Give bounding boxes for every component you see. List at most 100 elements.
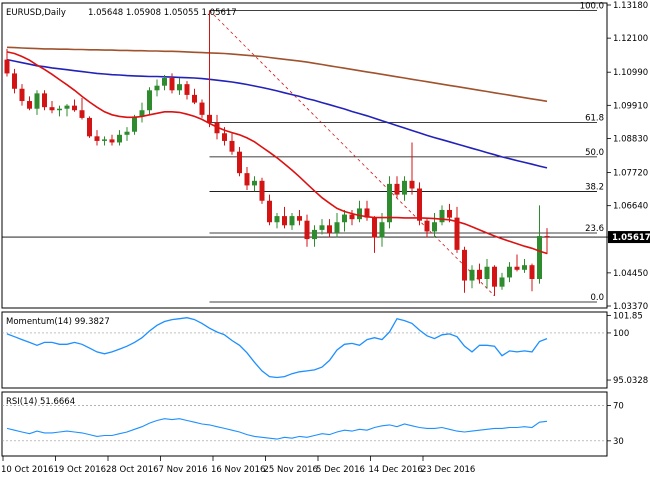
candle-body-50	[379, 222, 385, 238]
current-price-box	[608, 231, 650, 244]
candle-body-36	[274, 216, 280, 223]
rsi-plot	[2, 405, 607, 442]
candle-body-8	[64, 105, 70, 109]
candle-body-54	[409, 180, 415, 189]
momentum-axis-label-2: 95.0328	[613, 376, 648, 386]
sma-fast-line	[6, 51, 548, 255]
candle-body-46	[349, 214, 355, 220]
candle-body-11	[87, 117, 92, 137]
candle-body-45	[342, 214, 347, 223]
time-label-2: 28 Oct 2016	[106, 465, 159, 475]
fib-label-3: 38.2	[585, 183, 604, 193]
candle-body-34	[259, 180, 265, 201]
price-label-6: 1.06640	[613, 202, 648, 212]
time-label-6: 5 Dec 2016	[316, 465, 365, 475]
candle-body-48	[364, 208, 370, 218]
candle-body-16	[124, 131, 130, 135]
candle-body-1	[12, 73, 17, 89]
candle-body-19	[147, 90, 152, 111]
candle-body-70	[529, 265, 535, 279]
rsi-axis-label-1: 30	[613, 437, 624, 447]
candle-body-23	[177, 84, 182, 91]
time-label-3: 7 Nov 2016	[159, 465, 208, 475]
candle-body-30	[229, 140, 235, 152]
fib-label-2: 50.0	[585, 148, 604, 158]
chart-ohlc: 1.05648 1.05908 1.05055 1.05617	[88, 8, 237, 18]
momentum-plot	[2, 317, 607, 379]
rsi-line	[6, 418, 548, 440]
sma-slow-line	[6, 46, 548, 103]
fib-label-0: 100.0	[580, 2, 604, 12]
time-label-5: 25 Nov 2016	[264, 465, 318, 475]
main-plot: 100.0 61.8 50.0 38.2 23.6 0.0	[2, 2, 607, 303]
candle-body-9	[72, 105, 77, 111]
candle-body-42	[319, 225, 325, 230]
candle-body-43	[327, 225, 332, 233]
price-label-9: 1.03370	[613, 302, 648, 312]
candle-body-63	[477, 269, 482, 279]
time-label-7: 14 Dec 2016	[369, 465, 423, 475]
candle-body-67	[507, 266, 512, 278]
candle-body-64	[484, 266, 490, 279]
candle-body-38	[289, 216, 295, 226]
candle-body-3	[27, 101, 32, 109]
momentum-axis-label-0: 101.85	[613, 311, 643, 321]
candle-body-15	[117, 134, 122, 143]
candle-body-69	[522, 265, 527, 270]
candle-body-32	[244, 173, 250, 186]
candle-body-6	[49, 107, 55, 111]
candle-body-10	[79, 110, 85, 118]
candle-body-57	[432, 222, 437, 232]
candle-body-21	[162, 78, 167, 86]
price-label-3: 1.09910	[613, 101, 648, 111]
candle-body-68	[514, 266, 520, 270]
momentum-axis-label-1: 100	[613, 329, 629, 339]
candle-body-60	[454, 217, 460, 250]
candle-body-13	[102, 139, 107, 141]
candle-body-71	[537, 236, 542, 279]
candle-body-26	[199, 102, 205, 115]
price-label-0: 1.13180	[613, 1, 648, 11]
momentum-line	[6, 317, 548, 379]
current-price-label: 1.05617	[612, 233, 650, 243]
candle-body-27	[207, 114, 212, 123]
candle-body-51	[387, 183, 392, 223]
rsi-axis-label-0: 70	[613, 401, 624, 411]
candle-body-2	[19, 88, 25, 102]
chart-symbol: EURUSD,Daily	[6, 8, 66, 18]
axes: 1.13180 1.12100 1.10990 1.09910 1.08830 1.077…	[1, 1, 650, 475]
price-label-2: 1.10990	[613, 68, 648, 78]
momentum-panel-frame	[1, 311, 608, 389]
rsi-title: RSI(14) 51.6664	[6, 397, 75, 407]
candle-body-66	[499, 277, 505, 287]
candle-body-41	[312, 229, 317, 240]
candle-body-49	[372, 217, 377, 238]
candle-body-29	[222, 133, 227, 141]
candle-body-56	[424, 220, 430, 232]
candle-body-39	[297, 216, 302, 221]
candle-body-44	[334, 222, 340, 233]
time-label-8: 23 Dec 2016	[421, 465, 475, 475]
main-panel-frame	[1, 2, 608, 309]
candle-body-47	[357, 208, 362, 220]
time-label-1: 19 Oct 2016	[54, 465, 107, 475]
fib-label-1: 61.8	[585, 114, 604, 124]
candle-body-4	[34, 93, 40, 109]
momentum-title: Momentum(14) 99.3827	[6, 317, 110, 327]
time-label-4: 16 Nov 2016	[211, 465, 265, 475]
candle-body-40	[304, 220, 310, 240]
fib-anchor-line	[209, 10, 495, 297]
candle-body-18	[139, 110, 145, 117]
fib-label-5: 0.0	[590, 293, 604, 303]
candle-body-33	[252, 180, 257, 186]
candle-body-22	[169, 78, 175, 91]
candle-body-53	[402, 180, 407, 195]
candle-body-17	[132, 116, 137, 132]
candle-body-7	[57, 108, 62, 111]
candle-body-37	[282, 216, 287, 226]
candle-body-20	[154, 85, 160, 91]
sma-mid-line	[6, 58, 548, 169]
price-label-5: 1.07720	[613, 169, 648, 179]
